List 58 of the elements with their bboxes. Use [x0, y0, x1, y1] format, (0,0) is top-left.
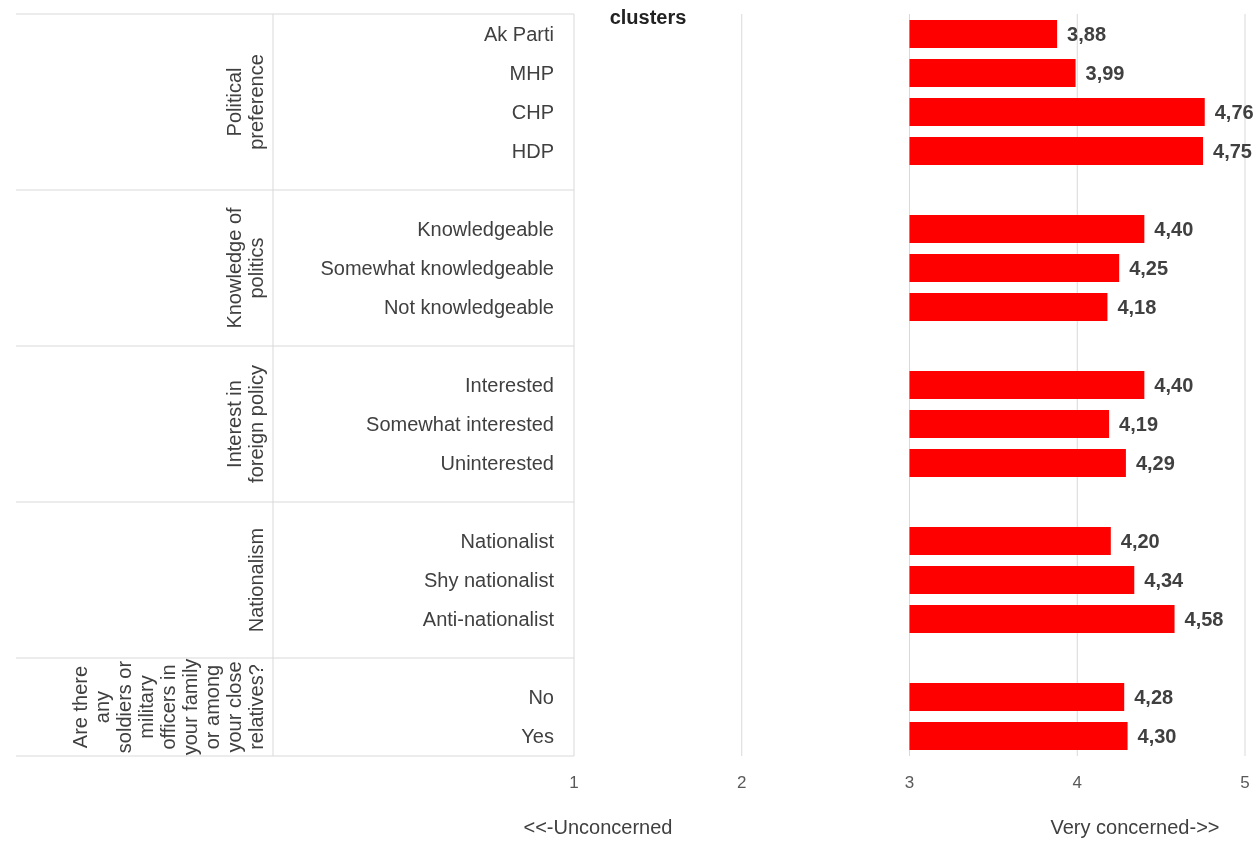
y-tick-label: Uninterested — [440, 452, 554, 474]
y-tick-label: No — [528, 686, 554, 708]
bar — [909, 20, 1058, 48]
bar — [909, 137, 1204, 165]
y-tick-label: MHP — [509, 62, 554, 84]
y-tick-label: Nationalist — [460, 530, 555, 552]
x-tick-label: 4 — [1072, 773, 1082, 792]
data-label: 4,25 — [1129, 257, 1169, 279]
bar — [909, 254, 1120, 282]
bar — [909, 59, 1076, 87]
y-tick-label: Yes — [521, 725, 554, 747]
bar — [909, 215, 1145, 243]
x-tick-label: 1 — [569, 773, 579, 792]
x-tick-label: 2 — [737, 773, 747, 792]
y-tick-label: Anti-nationalist — [422, 608, 555, 630]
y-tick-label: Knowledgeable — [417, 218, 554, 240]
bar — [909, 98, 1205, 126]
data-label: 4,30 — [1137, 725, 1177, 747]
data-label: 4,34 — [1144, 569, 1185, 591]
y-tick-label: HDP — [511, 140, 554, 162]
y-tick-label: Shy nationalist — [423, 569, 555, 591]
x-tick-label: 3 — [904, 773, 915, 792]
text: Knowledge of politics — [223, 206, 267, 329]
text: Political preference — [223, 54, 267, 150]
chart-title: clusters — [609, 6, 687, 28]
text: Very concerned->> — [1050, 816, 1220, 838]
bar — [909, 410, 1110, 438]
bar — [909, 293, 1108, 321]
data-label: 4,18 — [1117, 296, 1157, 318]
bar — [909, 605, 1175, 633]
y-tick-label: Somewhat knowledgeable — [320, 257, 554, 279]
bar — [909, 683, 1125, 711]
y-tick-label: Ak Parti — [483, 23, 554, 45]
y-tick-label: CHP — [511, 101, 554, 123]
text: <<-Unconcerned — [523, 816, 673, 838]
data-label: 4,19 — [1119, 413, 1159, 435]
data-label: 4,29 — [1135, 452, 1175, 474]
data-label: 4,28 — [1134, 686, 1174, 708]
x-tick-label: 5 — [1240, 773, 1250, 792]
bar — [909, 527, 1111, 555]
data-label: 4,40 — [1154, 374, 1194, 396]
data-label: 4,58 — [1184, 608, 1224, 630]
bar — [909, 449, 1126, 477]
y-tick-label: Interested — [465, 374, 554, 396]
data-label: 4,75 — [1213, 140, 1252, 162]
text: Nationalism — [245, 527, 267, 633]
data-label: 3,88 — [1067, 23, 1107, 45]
data-label: 4,76 — [1214, 101, 1254, 123]
text: Interest in foreign policy — [223, 365, 267, 483]
data-label: 4,40 — [1154, 218, 1194, 240]
y-tick-label: Not knowledgeable — [383, 296, 554, 318]
bar — [909, 722, 1128, 750]
bar — [909, 566, 1135, 594]
data-label: 3,99 — [1085, 62, 1125, 84]
y-tick-label: Somewhat interested — [366, 413, 554, 435]
data-label: 4,20 — [1120, 530, 1160, 552]
bar — [909, 371, 1145, 399]
text: Are there any soldiers or military officers in your family or among your close relatives? — [69, 658, 267, 756]
